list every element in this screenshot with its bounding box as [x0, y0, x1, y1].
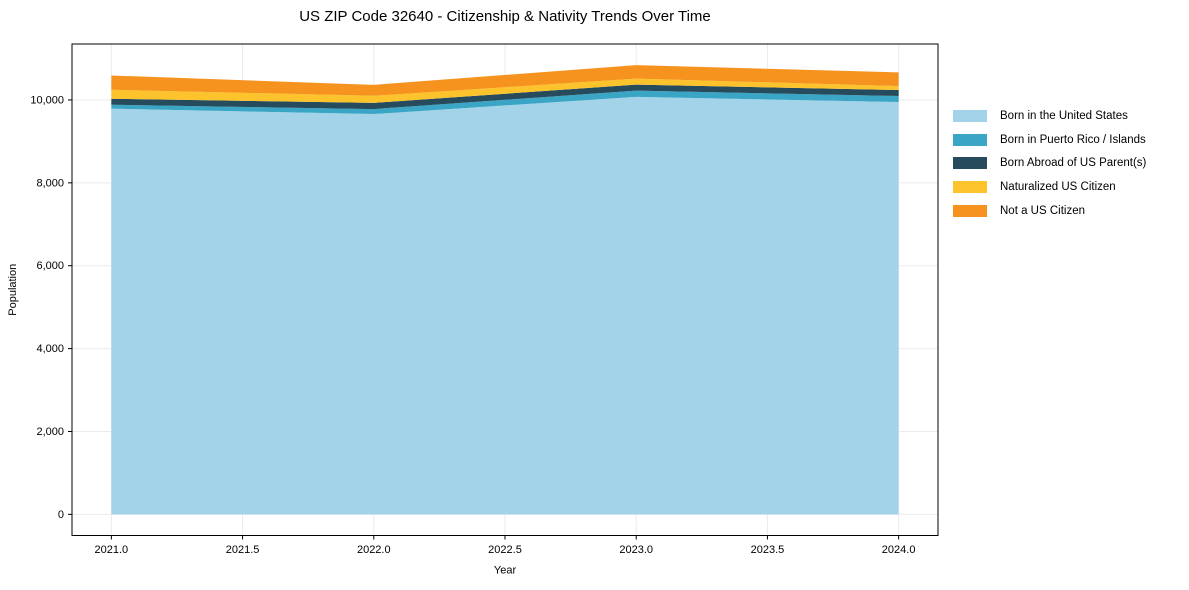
x-tick-label: 2021.5 [226, 544, 260, 556]
legend-label: Born in the United States [1000, 109, 1128, 122]
y-tick-label: 8,000 [36, 177, 64, 189]
legend-swatch [953, 157, 987, 170]
area-born-in-puerto-rico-islands [111, 90, 899, 115]
y-tick-label: 6,000 [36, 260, 64, 272]
legend-item-naturalized-us-citizen: Naturalized US Citizen [953, 175, 1146, 199]
x-tick-label: 2024.0 [882, 544, 916, 556]
area-not-a-us-citizen [111, 65, 899, 96]
legend-swatch [953, 109, 987, 122]
y-tick-label: 2,000 [36, 426, 64, 438]
x-tick-label: 2023.0 [619, 544, 653, 556]
chart-title: US ZIP Code 32640 - Citizenship & Nativi… [299, 8, 711, 25]
legend-swatch [953, 180, 987, 193]
x-axis-label: Year [494, 565, 517, 577]
legend-label: Naturalized US Citizen [1000, 180, 1116, 193]
area-naturalized-us-citizen [111, 78, 899, 103]
x-tick-label: 2022.5 [488, 544, 522, 556]
legend-item-born-in-the-united-states: Born in the United States [953, 104, 1146, 128]
legend-label: Born in Puerto Rico / Islands [1000, 133, 1146, 146]
legend-label: Born Abroad of US Parent(s) [1000, 157, 1147, 170]
legend-item-born-in-puerto-rico-islands: Born in Puerto Rico / Islands [953, 128, 1146, 152]
legend-item-born-abroad-of-us-parent-s: Born Abroad of US Parent(s) [953, 151, 1146, 175]
legend: Born in the United States Born in Puerto … [953, 104, 1146, 222]
area-born-in-the-united-states [111, 96, 899, 515]
legend-swatch [953, 204, 987, 217]
x-tick-label: 2021.0 [95, 544, 129, 556]
y-tick-label: 10,000 [30, 94, 64, 106]
x-tick-label: 2023.5 [751, 544, 785, 556]
y-tick-label: 4,000 [36, 343, 64, 355]
legend-swatch [953, 133, 987, 146]
y-axis-label: Population [7, 264, 19, 316]
y-tick-label: 0 [58, 509, 64, 521]
x-tick-label: 2022.0 [357, 544, 391, 556]
legend-item-not-a-us-citizen: Not a US Citizen [953, 199, 1146, 223]
area-born-abroad-of-us-parent-s [111, 84, 899, 110]
legend-label: Not a US Citizen [1000, 204, 1086, 217]
